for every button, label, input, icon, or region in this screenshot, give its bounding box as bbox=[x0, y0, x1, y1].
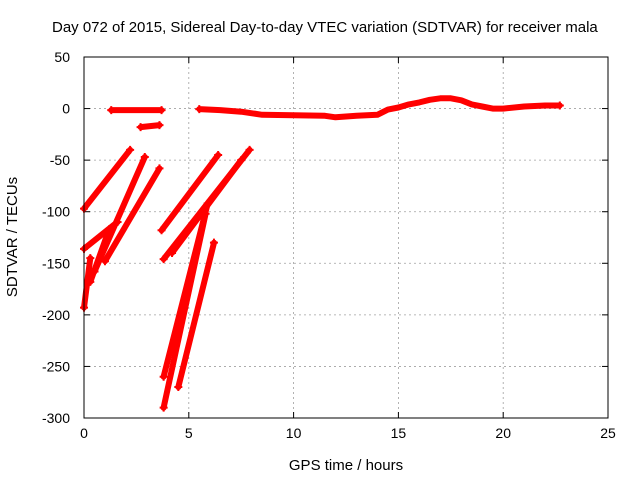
x-tick-label: 15 bbox=[391, 425, 407, 441]
data-series-3 bbox=[196, 95, 563, 121]
data-point-marker bbox=[105, 225, 114, 234]
data-point-marker bbox=[201, 209, 210, 218]
data-point-marker bbox=[209, 238, 218, 247]
data-point-marker bbox=[555, 101, 564, 110]
x-tick-label: 20 bbox=[495, 425, 511, 441]
data-point-marker bbox=[195, 105, 204, 114]
data-point-marker bbox=[159, 255, 168, 264]
data-point-marker bbox=[100, 257, 109, 266]
data-point-marker bbox=[159, 403, 168, 412]
y-axis-label: SDTVAR / TECUs bbox=[4, 177, 21, 297]
data-point-marker bbox=[168, 248, 177, 257]
data-point-marker bbox=[86, 277, 95, 286]
data-point-marker bbox=[203, 199, 212, 208]
y-tick-label: -150 bbox=[42, 255, 70, 271]
plot-frame bbox=[83, 56, 609, 419]
data-series-15 bbox=[175, 239, 217, 391]
data-point-marker bbox=[157, 226, 166, 235]
data-series-4 bbox=[81, 146, 134, 212]
x-tick-label: 5 bbox=[185, 425, 193, 441]
data-point-marker bbox=[107, 106, 116, 115]
chart-title: Day 072 of 2015, Sidereal Day-to-day VTE… bbox=[52, 19, 598, 36]
data-point-marker bbox=[126, 145, 135, 154]
data-point-marker bbox=[140, 153, 149, 162]
data-point-marker bbox=[155, 164, 164, 173]
data-point-marker bbox=[86, 254, 95, 263]
x-tick-label: 0 bbox=[80, 425, 88, 441]
x-tick-label: 10 bbox=[286, 425, 302, 441]
data-point-marker bbox=[155, 121, 164, 130]
data-point-marker bbox=[136, 123, 145, 132]
data-series-10 bbox=[158, 152, 222, 234]
y-tick-label: -200 bbox=[42, 307, 70, 323]
data-point-marker bbox=[237, 156, 246, 165]
data-point-marker bbox=[159, 372, 168, 381]
data-series-14 bbox=[160, 210, 209, 411]
data-point-marker bbox=[214, 150, 223, 159]
y-tick-label: -300 bbox=[42, 410, 70, 426]
ticks: 0 5 10 15 20 25 50 0 -50 -100 -150 -200 -250 -300 bbox=[42, 49, 616, 441]
data-point-marker bbox=[157, 106, 166, 115]
series-group bbox=[80, 95, 564, 412]
data-point-marker bbox=[245, 145, 254, 154]
data-series-7 bbox=[102, 165, 163, 265]
data-series-9 bbox=[87, 226, 113, 285]
data-point-marker bbox=[174, 383, 183, 392]
y-tick-label: 0 bbox=[62, 101, 70, 117]
x-tick-label: 25 bbox=[600, 425, 616, 441]
x-axis-label: GPS time / hours bbox=[289, 457, 403, 474]
y-tick-label: -100 bbox=[42, 204, 70, 220]
y-tick-label: -250 bbox=[42, 358, 70, 374]
y-tick-label: -50 bbox=[50, 152, 70, 168]
y-tick-label: 50 bbox=[54, 49, 70, 65]
